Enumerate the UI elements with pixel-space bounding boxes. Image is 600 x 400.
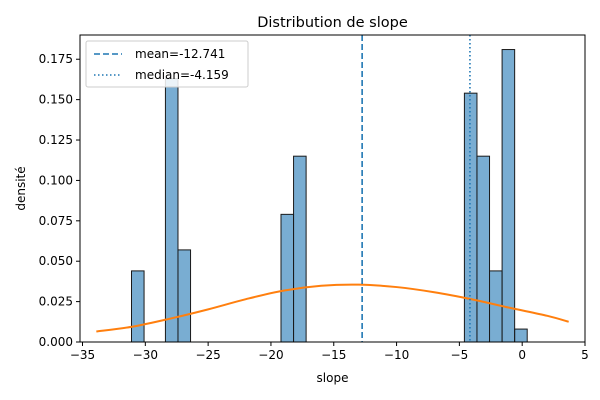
kde-curve [96,283,569,333]
histogram-bar [293,155,307,343]
x-tick-label: −35 [70,348,95,362]
x-axis-label: slope [317,371,349,385]
histogram-bar [177,249,192,343]
histogram-bar [463,92,478,343]
y-axis: 0.000 0.025 0.050 0.075 0.100 0.125 0.150 0.175 [39,52,80,349]
legend: mean=-12.741 median=-4.159 [85,40,249,88]
y-axis-label: densité [14,166,28,210]
y-tick-label: 0.125 [39,133,73,147]
legend-median-label: median=-4.159 [135,68,229,82]
x-tick-label: 5 [581,348,589,362]
histogram-bar [164,78,179,343]
y-tick-label: 0.000 [39,335,73,349]
histogram-bar [501,49,516,343]
x-axis: −35 −30 −25 −20 −15 −10 −5 0 5 [70,342,589,362]
histogram-bar [131,270,145,343]
y-tick-label: 0.075 [39,214,73,228]
y-tick-label: 0.150 [39,93,73,107]
x-tick-label: −10 [384,348,409,362]
x-tick-label: −30 [133,348,158,362]
x-tick-label: −20 [258,348,283,362]
histogram-bar [476,155,491,343]
x-tick-label: 0 [518,348,526,362]
legend-box [85,40,249,88]
y-tick-label: 0.025 [39,295,73,309]
x-tick-label: −25 [195,348,220,362]
y-tick-label: 0.050 [39,254,73,268]
x-tick-label: −15 [321,348,346,362]
plot-frame [79,34,586,343]
plot-area [96,35,569,343]
x-tick-label: −5 [451,348,469,362]
histogram-bar [514,328,528,343]
chart-title: Distribution de slope [257,15,408,31]
y-tick-label: 0.175 [39,52,73,66]
histogram-bar [280,213,295,343]
legend-mean-label: mean=-12.741 [135,47,225,61]
y-tick-label: 0.100 [39,173,73,187]
